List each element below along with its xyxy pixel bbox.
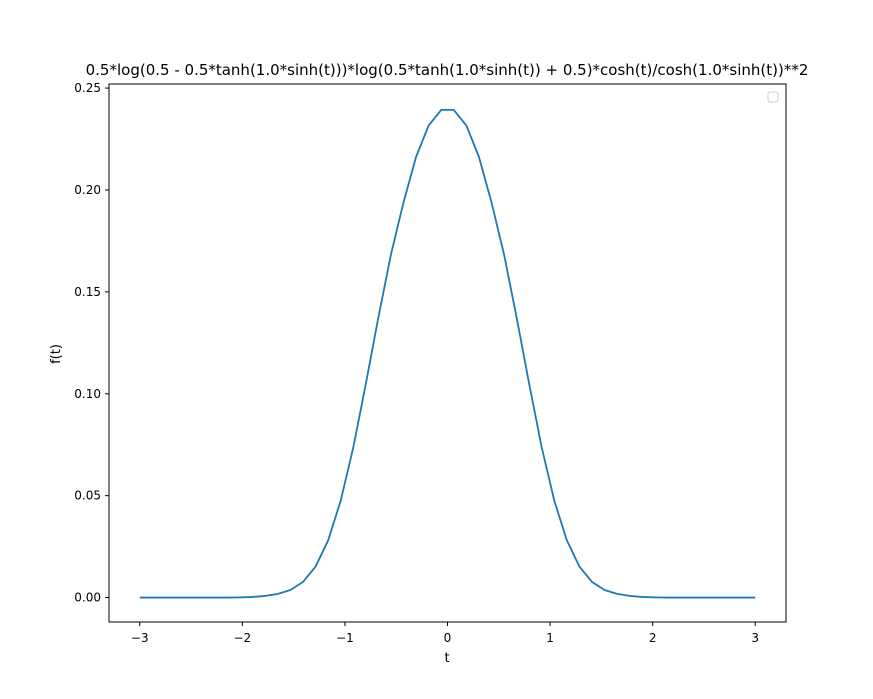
series-line — [139, 108, 756, 599]
y-tick-label: 0.00 — [74, 591, 101, 605]
y-tick-label: 0.20 — [74, 183, 101, 197]
y-tick-label: 0.25 — [74, 81, 101, 95]
y-tick-label: 0.05 — [74, 489, 101, 503]
chart-title: 0.5*log(0.5 - 0.5*tanh(1.0*sinh(t)))*log… — [86, 61, 809, 79]
x-axis: −3 −2 −1 0 1 2 3 — [131, 622, 759, 645]
x-tick-label: 2 — [649, 631, 657, 645]
x-tick-label: −3 — [131, 631, 149, 645]
x-tick-label: −1 — [336, 631, 354, 645]
x-tick-label: 1 — [546, 631, 554, 645]
y-tick-label: 0.15 — [74, 285, 101, 299]
x-tick-label: −2 — [233, 631, 251, 645]
y-axis: 0.00 0.05 0.10 0.15 0.20 0.25 — [74, 81, 109, 605]
x-tick-label: 0 — [444, 631, 452, 645]
y-axis-label: f(t) — [49, 344, 64, 364]
y-tick-label: 0.10 — [74, 387, 101, 401]
x-axis-label: t — [444, 651, 449, 666]
x-tick-label: 3 — [751, 631, 759, 645]
legend-box — [767, 91, 779, 103]
